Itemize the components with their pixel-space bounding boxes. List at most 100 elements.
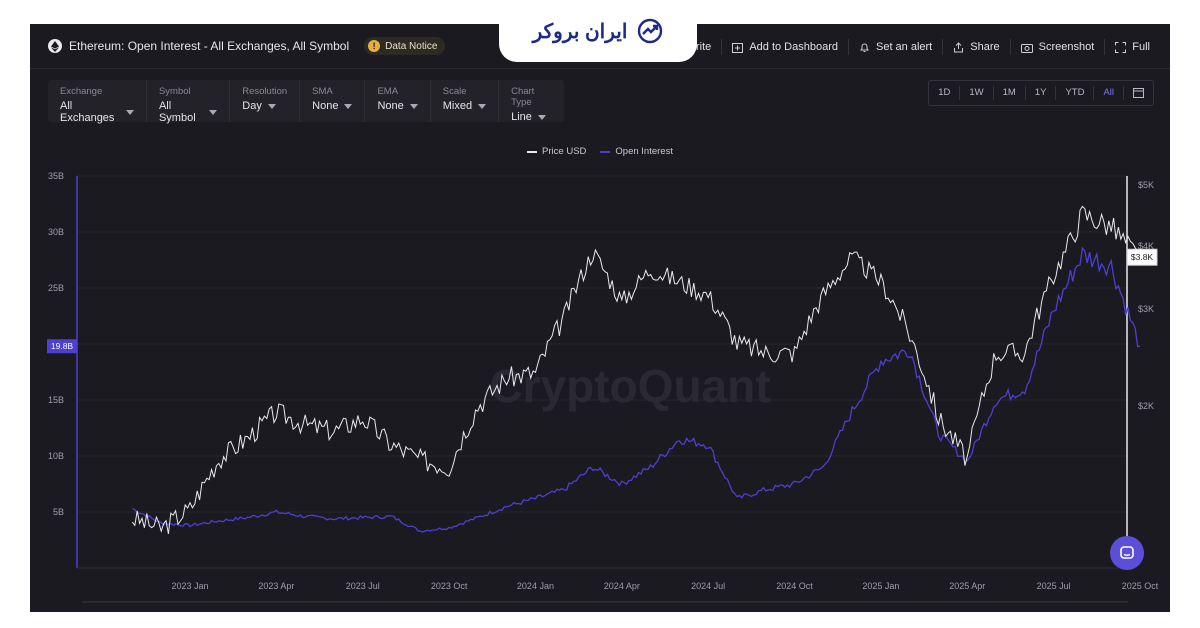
control-value: All Symbol bbox=[158, 100, 218, 124]
ethereum-icon bbox=[48, 39, 62, 53]
chart-legend: Price USD Open Interest bbox=[30, 146, 1170, 157]
legend-swatch-open-interest bbox=[600, 150, 611, 153]
range-ytd[interactable]: YTD bbox=[1055, 86, 1093, 100]
control-sma[interactable]: SMA None bbox=[300, 80, 366, 122]
control-value-text: Mixed bbox=[442, 100, 473, 112]
left-tick-label: 10B bbox=[48, 451, 64, 461]
range-1y[interactable]: 1Y bbox=[1024, 86, 1056, 100]
fullscreen-icon bbox=[1115, 41, 1127, 53]
chevron-down-icon bbox=[478, 103, 487, 109]
right-current-value-label: $3.8K bbox=[1131, 252, 1154, 262]
add-to-dashboard-button[interactable]: Add to Dashboard bbox=[721, 39, 848, 55]
x-tick-label: 2023 Oct bbox=[431, 581, 468, 591]
screenshot-button[interactable]: Screenshot bbox=[1009, 39, 1105, 55]
time-range-selector: 1D 1W 1M 1Y YTD All bbox=[928, 80, 1154, 106]
x-tick-label: 2024 Oct bbox=[776, 581, 813, 591]
range-1d[interactable]: 1D bbox=[938, 87, 951, 98]
bell-icon bbox=[860, 43, 869, 52]
control-label: Resolution bbox=[242, 86, 288, 97]
top-bar: Ethereum: Open Interest - All Exchanges,… bbox=[30, 24, 1170, 69]
x-tick-label: 2023 Jan bbox=[171, 581, 208, 591]
range-all[interactable]: All bbox=[1093, 86, 1123, 100]
control-value: Day bbox=[242, 100, 287, 112]
calendar-icon bbox=[1133, 87, 1144, 98]
control-ema[interactable]: EMA None bbox=[365, 80, 431, 122]
right-tick-label: $3K bbox=[1138, 304, 1154, 314]
control-value: None bbox=[377, 100, 418, 112]
control-value-text: None bbox=[377, 100, 404, 112]
x-tick-label: 2023 Apr bbox=[258, 581, 294, 591]
brand-overlay: ایران بروکر bbox=[499, 0, 697, 62]
legend-swatch-price bbox=[527, 150, 538, 153]
left-tick-label: 35B bbox=[48, 171, 64, 181]
chevron-down-icon bbox=[125, 109, 134, 115]
control-symbol[interactable]: Symbol All Symbol bbox=[147, 80, 231, 124]
x-tick-label: 2025 Oct bbox=[1122, 581, 1159, 591]
share-button[interactable]: Share bbox=[942, 39, 1009, 55]
left-tick-label: 15B bbox=[48, 395, 64, 405]
chart-panel: Ethereum: Open Interest - All Exchanges,… bbox=[30, 24, 1170, 612]
control-label: Exchange bbox=[60, 86, 103, 97]
control-value-text: All Symbol bbox=[158, 100, 196, 124]
data-notice-badge[interactable]: ! Data Notice bbox=[364, 37, 446, 55]
chevron-down-icon bbox=[209, 109, 218, 115]
x-tick-label: 2023 Jul bbox=[346, 581, 380, 591]
right-tick-label: $5K bbox=[1138, 180, 1154, 190]
control-label: SMA bbox=[312, 86, 333, 97]
trend-logo-icon bbox=[638, 18, 663, 44]
left-current-value-label: 19.8B bbox=[51, 341, 74, 351]
fullscreen-button[interactable]: Full bbox=[1104, 39, 1160, 55]
x-tick-label: 2025 Jan bbox=[862, 581, 899, 591]
control-resolution[interactable]: Resolution Day bbox=[230, 80, 301, 122]
set-alert-button[interactable]: Set an alert bbox=[847, 39, 942, 55]
control-label: Symbol bbox=[158, 86, 191, 97]
chevron-down-icon bbox=[267, 103, 276, 109]
range-1m[interactable]: 1M bbox=[992, 86, 1025, 100]
action-toolbar: orite Add to Dashboard Set an alert Shar… bbox=[680, 39, 1160, 55]
screenshot-label: Screenshot bbox=[1038, 41, 1095, 53]
x-tick-label: 2025 Jul bbox=[1037, 581, 1071, 591]
watermark: CryptoQuant bbox=[489, 360, 770, 412]
control-label: Chart Type bbox=[511, 86, 535, 108]
legend-label-price: Price USD bbox=[542, 146, 587, 157]
dashboard-icon bbox=[732, 42, 744, 53]
share-label: Share bbox=[970, 41, 1000, 53]
control-scale[interactable]: Scale Mixed bbox=[431, 80, 500, 122]
control-value-text: Day bbox=[242, 100, 262, 112]
fullscreen-label: Full bbox=[1132, 41, 1150, 53]
left-current-value-badge bbox=[47, 339, 77, 354]
control-value-text: All Exchanges bbox=[60, 100, 115, 124]
control-value: Mixed bbox=[442, 100, 487, 112]
page-title: Ethereum: Open Interest - All Exchanges,… bbox=[69, 39, 350, 53]
legend-label-open-interest: Open Interest bbox=[615, 146, 673, 157]
control-value: Line bbox=[511, 111, 552, 123]
right-tick-label: $4K bbox=[1138, 241, 1154, 251]
legend-item-price[interactable]: Price USD bbox=[527, 146, 586, 157]
brand-name: ایران بروکر bbox=[532, 20, 628, 43]
right-current-value-badge bbox=[1126, 248, 1158, 266]
chevron-down-icon bbox=[344, 103, 353, 109]
chevron-down-icon bbox=[537, 114, 546, 120]
set-alert-label: Set an alert bbox=[875, 41, 933, 53]
control-label: Scale bbox=[442, 86, 467, 97]
left-tick-label: 30B bbox=[48, 227, 64, 237]
x-tick-label: 2024 Jul bbox=[691, 581, 725, 591]
control-chart-type[interactable]: Chart Type Line bbox=[499, 80, 564, 123]
control-exchange[interactable]: Exchange All Exchanges bbox=[48, 80, 147, 124]
series-line-price[interactable] bbox=[131, 205, 1141, 534]
left-tick-label: 25B bbox=[48, 283, 64, 293]
warning-icon: ! bbox=[368, 40, 381, 52]
chat-icon bbox=[1120, 546, 1134, 559]
range-1w[interactable]: 1W bbox=[959, 86, 992, 100]
legend-item-open-interest[interactable]: Open Interest bbox=[600, 146, 673, 157]
right-tick-label: $2K bbox=[1138, 401, 1154, 411]
share-icon bbox=[954, 41, 964, 52]
chat-support-button[interactable] bbox=[1110, 536, 1144, 570]
control-value-text: None bbox=[312, 100, 339, 112]
calendar-button[interactable] bbox=[1123, 86, 1153, 100]
x-tick-label: 2024 Apr bbox=[604, 581, 640, 591]
control-label: EMA bbox=[377, 86, 399, 97]
chart-title-group: Ethereum: Open Interest - All Exchanges,… bbox=[48, 37, 446, 55]
series-line-open-interest[interactable] bbox=[132, 246, 1141, 533]
